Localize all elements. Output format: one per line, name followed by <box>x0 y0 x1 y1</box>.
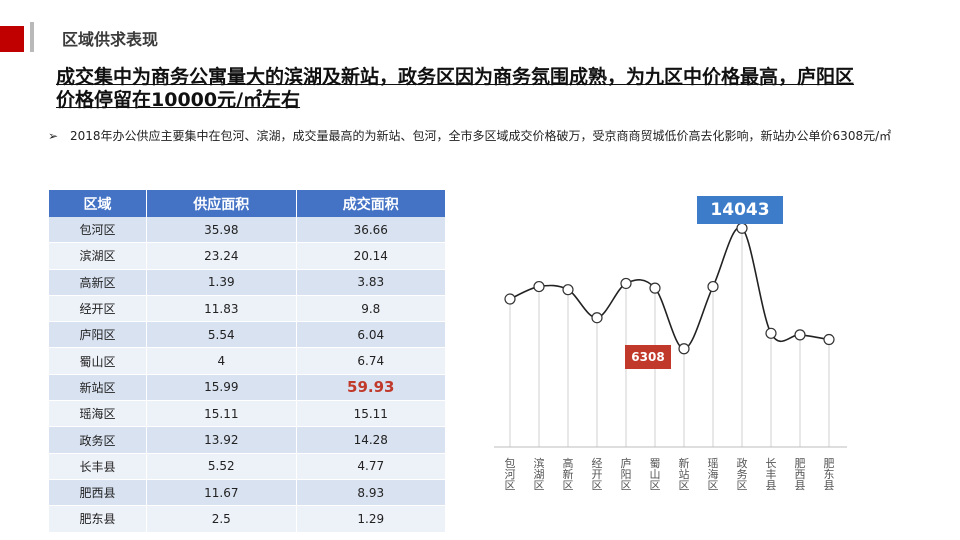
x-tick-label: 长丰县 <box>766 457 777 492</box>
table-cell: 20.14 <box>296 242 447 270</box>
x-tick-label: 蜀山区 <box>650 457 661 492</box>
table-cell: 8.93 <box>296 479 447 507</box>
price-line-chart: 包河区 滨湖区 高新区 经开区 庐阳区 蜀山区 新站区 瑶海区 政务区 长丰县 肥西县 肥东县 <box>494 222 847 492</box>
x-tick-label: 庐阳区 <box>621 456 632 492</box>
data-point <box>765 327 777 339</box>
table-row: 庐阳区 5.54 6.04 <box>49 321 447 349</box>
table-cell: 13.92 <box>146 426 297 454</box>
table-cell: 肥东县 <box>49 505 148 533</box>
table-cell: 庐阳区 <box>49 321 148 349</box>
table-row: 滨湖区 23.24 20.14 <box>49 242 447 270</box>
accent-divider <box>30 22 34 52</box>
table-cell: 15.99 <box>146 374 297 402</box>
table-row: 瑶海区 15.11 15.11 <box>49 400 447 428</box>
x-tick-label: 肥西县 <box>795 457 806 492</box>
table-cell: 蜀山区 <box>49 347 148 375</box>
data-point <box>504 293 516 305</box>
table-cell: 2.5 <box>146 505 297 533</box>
table-cell: 15.11 <box>296 400 447 428</box>
table-cell: 高新区 <box>49 269 148 296</box>
table-row: 长丰县 5.52 4.77 <box>49 453 447 480</box>
table-header-cell: 供应面积 <box>146 190 297 217</box>
table-cell: 4.77 <box>296 453 447 480</box>
table-cell: 政务区 <box>49 426 148 454</box>
data-point <box>736 222 748 234</box>
callout-max-price: 14043 <box>697 196 783 224</box>
data-point <box>794 329 806 341</box>
x-tick-label: 包河区 <box>505 457 516 492</box>
table-cell: 15.11 <box>146 400 297 428</box>
table-cell: 1.29 <box>296 505 447 533</box>
data-point <box>649 282 661 294</box>
table-row: 包河区 35.98 36.66 <box>49 217 447 244</box>
callout-min-price: 6308 <box>625 345 671 369</box>
table-cell: 包河区 <box>49 217 148 244</box>
table-row: 高新区 1.39 3.83 <box>49 269 447 296</box>
table-body: 包河区 35.98 36.66 滨湖区 23.24 20.14 高新区 1.39 3.83 经开区… <box>49 217 447 533</box>
x-tick-label: 新站区 <box>679 456 690 492</box>
x-tick-label: 政务区 <box>737 456 748 492</box>
table-cell: 11.83 <box>146 295 297 323</box>
table-cell: 瑶海区 <box>49 400 148 428</box>
bullet-point: ➢ 2018年办公供应主要集中在包河、滨湖，成交量最高的为新站、包河，全市多区域… <box>48 124 908 149</box>
table-cell: 3.83 <box>296 269 447 296</box>
data-point <box>533 280 545 293</box>
table-cell: 9.8 <box>296 295 447 323</box>
x-tick-label: 肥东县 <box>824 457 835 492</box>
section-title: 区域供求表现 <box>62 30 159 49</box>
table-header-cell: 成交面积 <box>296 190 447 217</box>
bullet-text: 2018年办公供应主要集中在包河、滨湖，成交量最高的为新站、包河，全市多区域成交… <box>70 129 892 143</box>
x-tick-label: 经开区 <box>592 457 603 492</box>
x-tick-label: 瑶海区 <box>708 457 719 492</box>
table-row: 政务区 13.92 14.28 <box>49 426 447 454</box>
table-header-cell: 区域 <box>49 190 148 217</box>
x-tick-label: 高新区 <box>563 456 574 492</box>
data-point <box>678 343 690 355</box>
table-row: 新站区 15.99 59.93 <box>49 374 447 402</box>
data-point <box>591 312 603 324</box>
table-cell: 6.74 <box>296 347 447 375</box>
table-cell: 36.66 <box>296 217 447 244</box>
table-row: 肥西县 11.67 8.93 <box>49 479 447 507</box>
table-cell: 滨湖区 <box>49 242 148 270</box>
table-cell: 1.39 <box>146 269 297 296</box>
table-cell: 11.67 <box>146 479 297 507</box>
table-cell: 6.04 <box>296 321 447 349</box>
supply-deal-table: 区域 供应面积 成交面积 包河区 35.98 36.66 滨湖区 23.24 20.14 高新区… <box>49 190 447 533</box>
table-header-row: 区域 供应面积 成交面积 <box>49 190 447 217</box>
headline-line-1: 成交集中为商务公寓量大的滨湖及新站，政务区因为商务氛围成熟，为九区中价格最高，庐… <box>56 66 855 88</box>
price-series-line <box>509 226 830 350</box>
x-tick-label: 滨湖区 <box>534 456 545 492</box>
table-cell: 4 <box>146 347 297 375</box>
headline-line-2: 价格停留在10000元/㎡左右 <box>56 89 301 111</box>
table-cell: 59.93 <box>296 374 447 402</box>
accent-bar <box>0 26 24 52</box>
table-cell: 经开区 <box>49 295 148 323</box>
table-cell: 新站区 <box>49 374 148 402</box>
table-row: 经开区 11.83 9.8 <box>49 295 447 323</box>
data-point <box>620 277 632 290</box>
table-row: 肥东县 2.5 1.29 <box>49 505 447 533</box>
data-point <box>562 284 574 296</box>
table-cell: 35.98 <box>146 217 297 244</box>
table-cell: 5.54 <box>146 321 297 349</box>
table-cell: 14.28 <box>296 426 447 454</box>
table-cell: 长丰县 <box>49 453 148 480</box>
table-cell: 肥西县 <box>49 479 148 507</box>
data-point <box>707 280 719 293</box>
table-row: 蜀山区 4 6.74 <box>49 347 447 375</box>
table-cell: 5.52 <box>146 453 297 480</box>
arrow-bullet-icon: ➢ <box>48 129 59 143</box>
table-cell: 23.24 <box>146 242 297 270</box>
data-point <box>823 333 835 346</box>
headline: 成交集中为商务公寓量大的滨湖及新站，政务区因为商务氛围成熟，为九区中价格最高，庐… <box>56 66 906 112</box>
